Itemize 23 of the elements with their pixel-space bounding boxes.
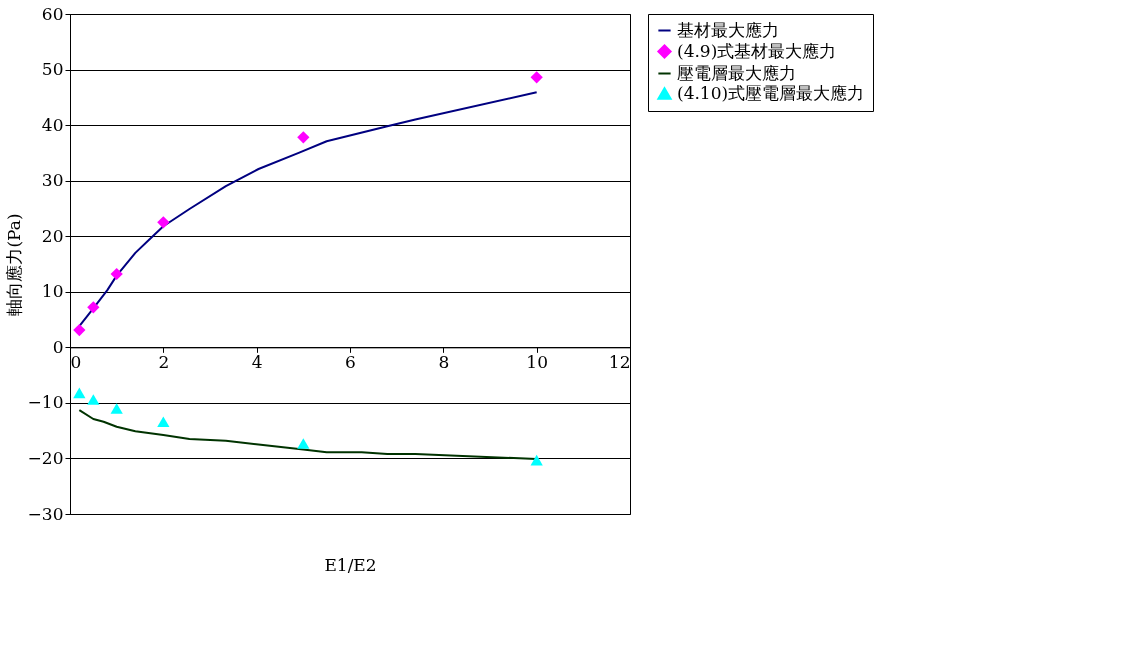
x-tick-label: 8 — [438, 351, 450, 372]
x-tick-label: 10 — [526, 351, 548, 372]
y-tick-label: 20 — [41, 225, 64, 246]
y-tick-label: 40 — [41, 114, 64, 135]
legend-label: 壓電層最大應力 — [677, 62, 796, 83]
y-tick-label: −30 — [27, 503, 64, 524]
legend-label: (4.10)式壓電層最大應力 — [677, 82, 865, 103]
y-tick-label: 30 — [41, 170, 64, 191]
y-tick-label: 0 — [52, 336, 64, 357]
x-axis-title: E1/E2 — [324, 554, 377, 575]
y-tick-label: 50 — [41, 59, 64, 80]
legend-label: (4.9)式基材最大應力 — [677, 40, 837, 61]
x-tick-label: 12 — [608, 351, 631, 372]
y-tick-label: 10 — [41, 281, 64, 302]
x-tick-label: 6 — [345, 351, 356, 372]
y-tick-label: −20 — [27, 447, 64, 468]
legend-label: 基材最大應力 — [677, 19, 779, 40]
y-tick-label: 60 — [41, 3, 64, 24]
x-tick-label: 0 — [70, 351, 82, 372]
y-tick-label: −10 — [27, 392, 64, 413]
y-axis-title: 軸向應力(Pa) — [3, 213, 24, 316]
x-tick-label: 4 — [251, 351, 263, 372]
x-tick-label: 2 — [158, 351, 170, 372]
